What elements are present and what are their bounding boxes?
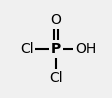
Text: O: O (51, 13, 61, 27)
Text: Cl: Cl (20, 42, 33, 56)
Text: Cl: Cl (49, 71, 63, 85)
Text: OH: OH (75, 42, 96, 56)
Text: P: P (51, 42, 61, 56)
